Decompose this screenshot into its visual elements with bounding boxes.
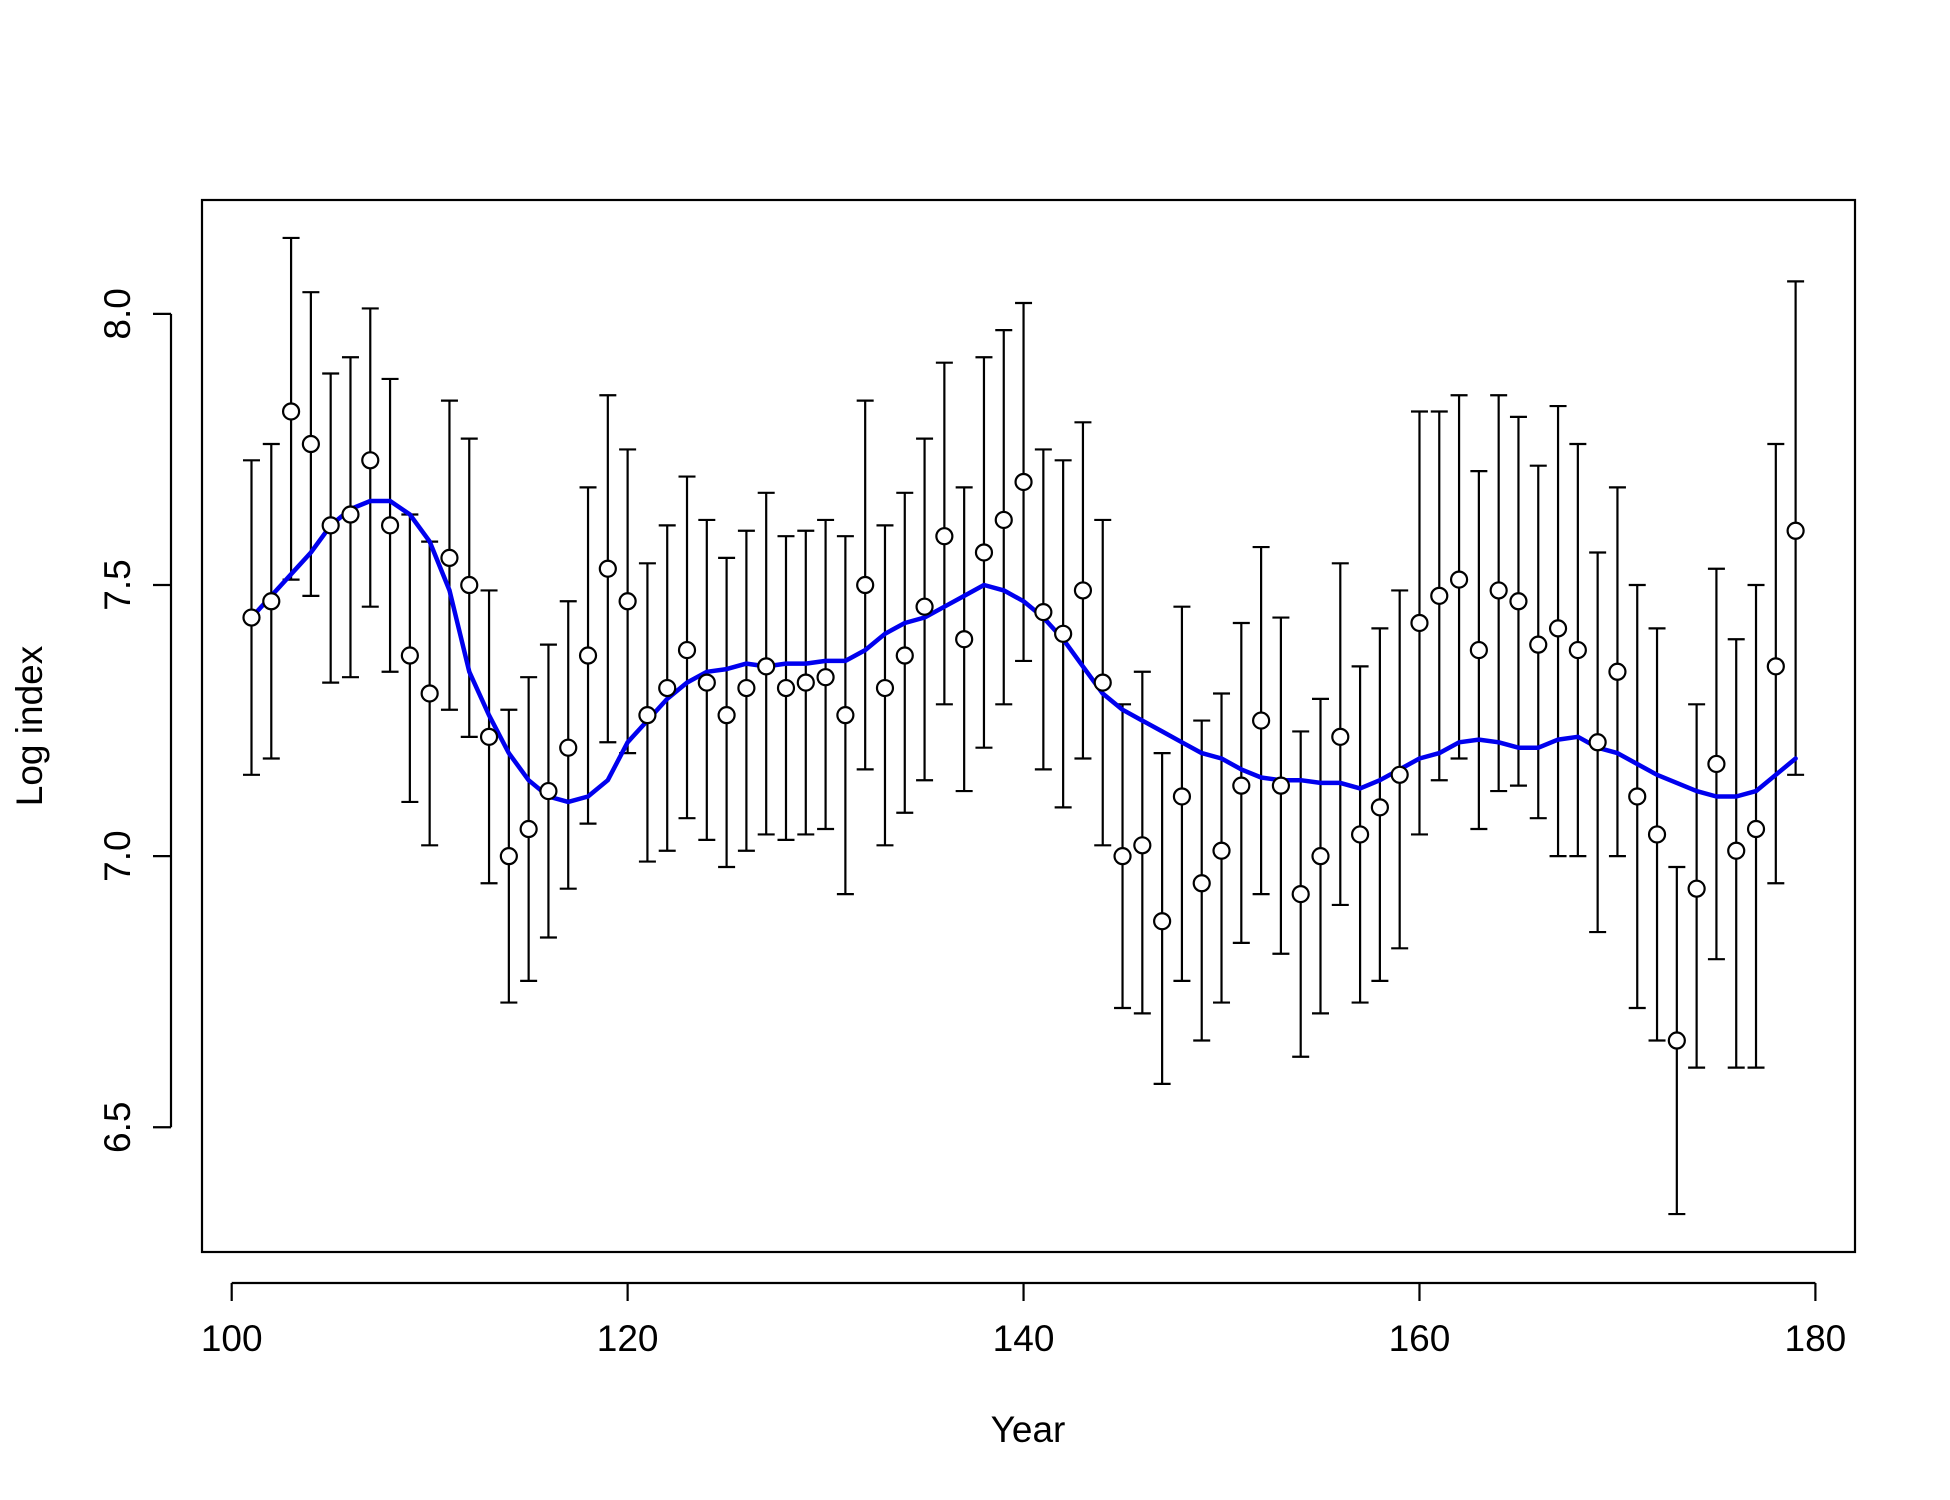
data-point bbox=[301, 434, 320, 454]
trend-layer bbox=[249, 498, 1798, 805]
x-tick-label: 160 bbox=[1389, 1318, 1451, 1359]
data-point bbox=[1489, 581, 1508, 600]
x-tick-label: 120 bbox=[597, 1318, 659, 1359]
data-point bbox=[242, 608, 261, 627]
data-point bbox=[1014, 472, 1033, 492]
x-axis-title: Year bbox=[991, 1409, 1066, 1450]
data-point bbox=[638, 706, 657, 725]
x-tick-label: 180 bbox=[1785, 1318, 1847, 1359]
data-point bbox=[1766, 657, 1785, 676]
data-point bbox=[460, 575, 479, 595]
trend-line bbox=[249, 498, 1798, 805]
data-point bbox=[479, 727, 499, 746]
data-point bbox=[1370, 798, 1389, 817]
error-bars bbox=[242, 236, 1805, 1216]
data-point bbox=[1588, 733, 1607, 752]
x-tick-label: 100 bbox=[201, 1318, 263, 1359]
data-point bbox=[262, 592, 281, 611]
data-point bbox=[1469, 640, 1488, 660]
data-point bbox=[796, 673, 815, 692]
data-point bbox=[1291, 885, 1310, 904]
data-point bbox=[1212, 841, 1231, 860]
data-point bbox=[519, 819, 538, 839]
data-point bbox=[816, 668, 835, 687]
data-point bbox=[974, 543, 994, 562]
data-point bbox=[1608, 662, 1627, 681]
data-point bbox=[1647, 825, 1667, 844]
x-tick-label: 140 bbox=[993, 1318, 1055, 1359]
data-point bbox=[1153, 912, 1172, 931]
data-point bbox=[380, 516, 400, 535]
data-point bbox=[1707, 754, 1726, 774]
y-axis-title: Log index bbox=[9, 645, 50, 806]
data-point bbox=[1529, 635, 1548, 654]
data-point bbox=[559, 738, 578, 757]
data-point bbox=[499, 847, 518, 866]
plot-frame bbox=[200, 198, 1857, 1254]
data-point bbox=[1311, 847, 1330, 866]
axes: 100 120 140 160 180 6.5 7.0 7.5 8.0 bbox=[97, 288, 1846, 1359]
data-point bbox=[1271, 776, 1291, 795]
data-point bbox=[1113, 847, 1132, 866]
data-point bbox=[955, 630, 974, 649]
data-point bbox=[1034, 603, 1053, 622]
data-point bbox=[1133, 836, 1152, 855]
data-point bbox=[1390, 765, 1409, 784]
data-point bbox=[341, 505, 360, 524]
data-point bbox=[321, 516, 340, 535]
data-point bbox=[658, 678, 677, 698]
data-point bbox=[1568, 640, 1587, 660]
data-point bbox=[1410, 613, 1429, 633]
data-point bbox=[618, 592, 637, 611]
y-tick-label: 6.5 bbox=[97, 1102, 138, 1153]
data-point bbox=[776, 678, 796, 698]
data-points bbox=[242, 402, 1805, 1050]
data-point bbox=[1727, 841, 1746, 860]
data-point bbox=[1786, 521, 1805, 540]
data-point bbox=[737, 678, 756, 698]
data-point bbox=[1667, 1031, 1686, 1050]
data-point bbox=[578, 646, 598, 665]
data-point bbox=[1331, 727, 1350, 746]
data-point bbox=[400, 646, 419, 665]
data-point bbox=[697, 673, 716, 692]
data-point bbox=[1073, 581, 1093, 600]
data-point bbox=[1054, 624, 1073, 643]
data-point bbox=[717, 706, 736, 725]
data-point bbox=[1172, 787, 1192, 806]
data-point bbox=[1687, 879, 1706, 898]
data-point bbox=[1449, 570, 1469, 589]
data-point bbox=[440, 548, 459, 567]
data-point bbox=[935, 527, 954, 546]
data-point bbox=[875, 678, 895, 698]
data-point bbox=[1548, 619, 1568, 638]
data-point bbox=[836, 706, 855, 725]
data-point bbox=[895, 646, 914, 665]
data-point bbox=[1232, 776, 1251, 795]
data-point bbox=[539, 781, 558, 801]
data-point bbox=[1746, 819, 1766, 839]
data-point bbox=[1628, 787, 1647, 806]
data-point bbox=[757, 657, 776, 676]
data-point bbox=[1093, 673, 1112, 692]
data-point bbox=[1252, 711, 1271, 730]
y-tick-label: 7.5 bbox=[97, 559, 138, 610]
data-point bbox=[677, 640, 697, 660]
data-point bbox=[994, 510, 1013, 530]
data-point bbox=[1509, 592, 1528, 611]
data-point bbox=[915, 597, 934, 616]
data-point bbox=[361, 451, 380, 470]
data-point bbox=[856, 575, 875, 595]
data-point bbox=[598, 559, 617, 578]
data-point bbox=[1350, 825, 1370, 844]
data-point bbox=[1430, 586, 1449, 605]
y-tick-label: 8.0 bbox=[97, 288, 138, 339]
data-point bbox=[420, 684, 439, 703]
data-point bbox=[1192, 874, 1211, 893]
y-tick-label: 7.0 bbox=[97, 830, 138, 881]
data-point bbox=[281, 402, 301, 421]
